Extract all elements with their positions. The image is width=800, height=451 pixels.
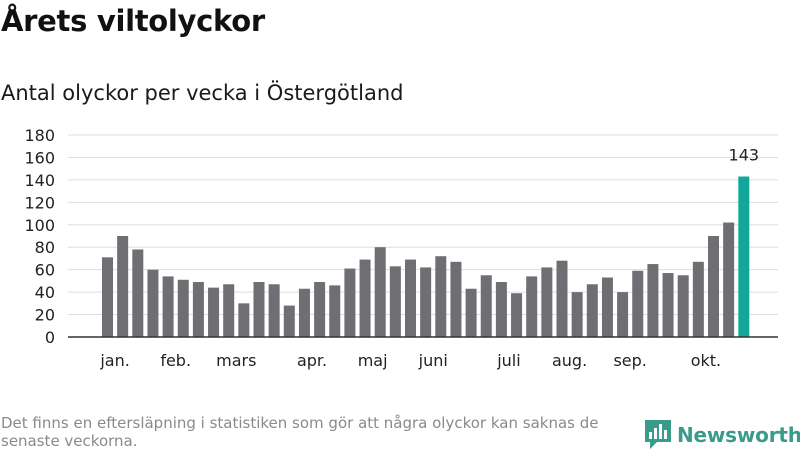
bar [511,293,523,337]
bar [374,247,386,337]
bar [526,276,538,337]
bar [465,288,477,337]
bar [495,282,507,337]
bar [692,261,704,337]
bar [253,282,265,337]
chart-title: Årets viltolyckor [1,4,265,38]
bar [177,279,189,337]
y-tick-label: 140 [24,171,55,190]
y-tick-label: 20 [35,306,55,325]
bar [723,222,735,337]
y-tick-label: 100 [24,216,55,235]
x-month-label: okt. [691,351,721,370]
bar [632,270,644,337]
bar [344,268,356,337]
newsworthy-logo: Newsworthy [645,419,800,451]
bar [208,287,220,337]
chart-subtitle: Antal olyckor per vecka i Östergötland [1,81,404,105]
bar [117,236,129,337]
bar [617,292,629,337]
bar-highlight [738,176,750,337]
bar [268,284,280,337]
bar [329,285,341,337]
bar [283,305,295,337]
bar [102,257,113,337]
bar [601,277,613,337]
x-month-label: apr. [297,351,327,370]
bar [192,282,204,337]
footnote: Det finns en eftersläpning i statistiken… [1,414,599,450]
bar [677,275,689,337]
bar [556,260,568,337]
bar-chart: 0 20 40 60 80 100 120 140 160 180 143 jan. feb. mars a… [24,126,778,370]
y-tick-label: 180 [24,126,55,145]
x-month-label: juli [496,351,520,370]
bar [359,259,371,337]
bar [238,303,250,337]
bar [541,267,553,337]
bar [147,269,159,337]
bar [450,261,462,337]
y-tick-label: 80 [35,238,55,257]
highlight-value-label: 143 [729,146,760,165]
x-month-label: jan. [99,351,129,370]
y-tick-label: 120 [24,193,55,212]
bar [435,256,447,337]
x-month-label: maj [358,351,388,370]
bar [162,276,174,337]
brand-name: Newsworthy [677,423,800,447]
y-tick-label: 40 [35,283,55,302]
y-tick-label: 0 [45,328,55,347]
bar [571,292,583,337]
x-month-label: mars [216,351,256,370]
bar [480,275,492,337]
x-month-label: sep. [613,351,646,370]
bar [586,284,598,337]
y-tick-label: 60 [35,261,55,280]
bar [314,282,326,337]
x-month-label: aug. [552,351,587,370]
bar [389,266,401,337]
bar [708,236,719,337]
bar [223,284,235,337]
newsworthy-logo-icon [645,420,671,449]
bar [662,273,674,337]
x-month-label: feb. [160,351,191,370]
bar [647,264,659,337]
y-tick-label: 160 [24,148,55,167]
bar [420,267,432,337]
x-month-label: juni [418,351,448,370]
bar [405,259,416,337]
bar [132,249,144,337]
bar [298,288,310,337]
